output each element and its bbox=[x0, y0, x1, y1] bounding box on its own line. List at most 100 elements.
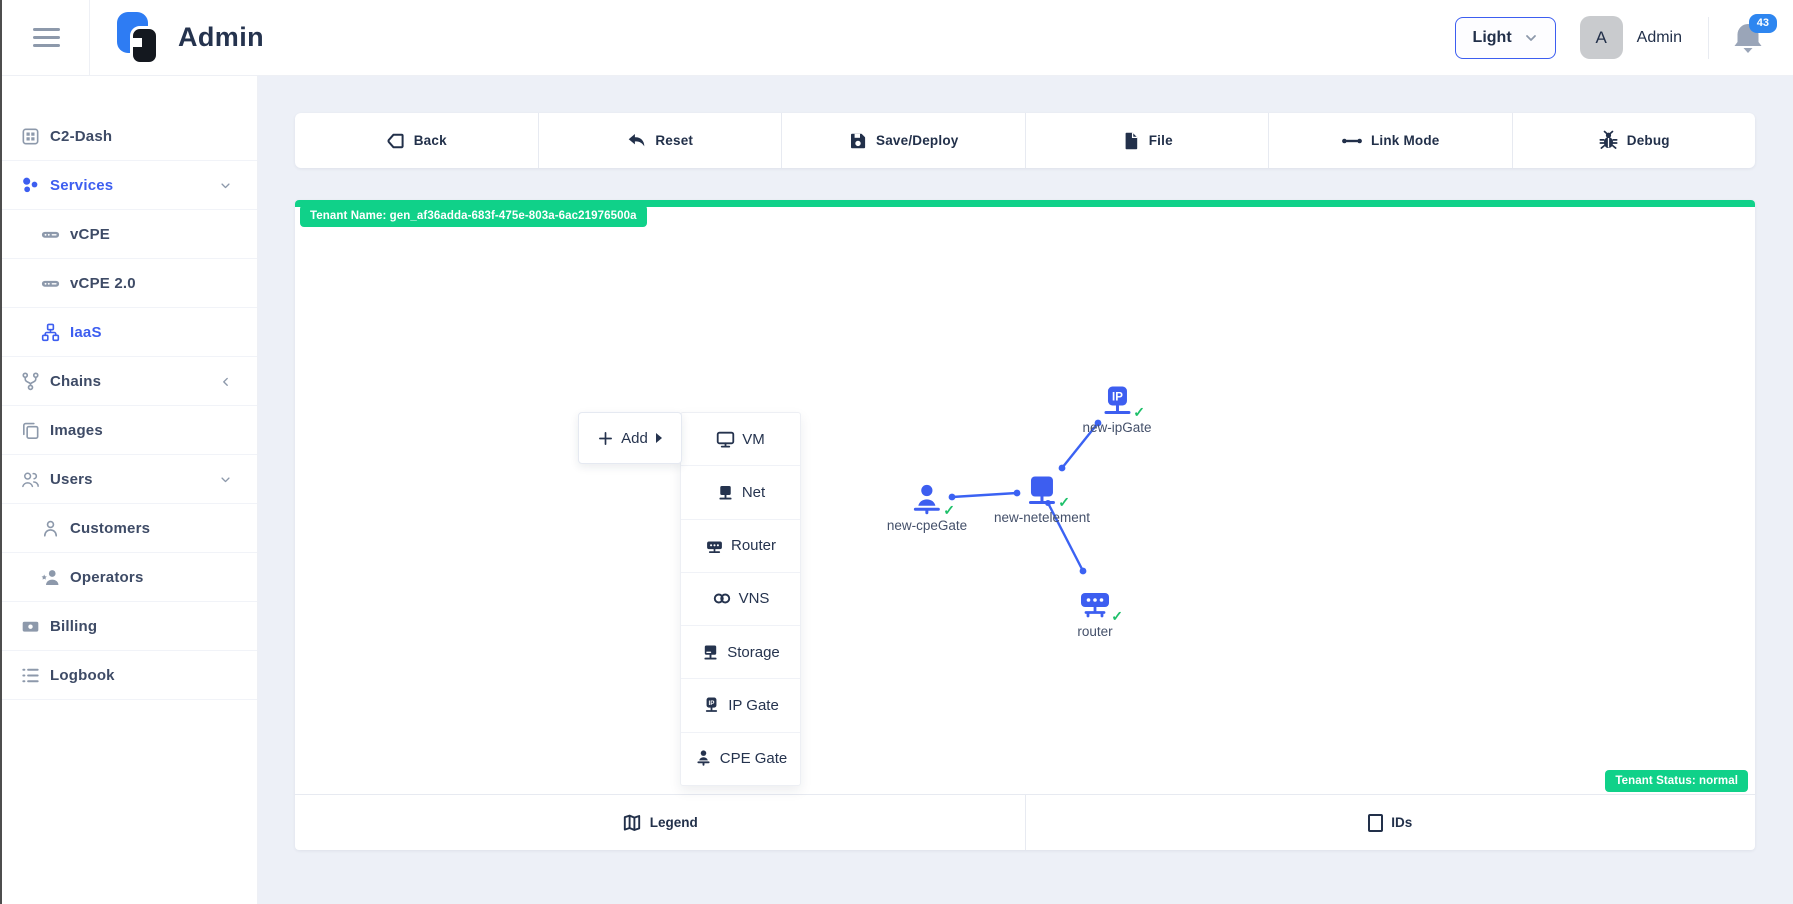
undo-icon bbox=[629, 133, 645, 146]
file-button[interactable]: File bbox=[1026, 113, 1269, 168]
sidebar-item-billing[interactable]: Billing bbox=[2, 602, 257, 651]
svg-text:IP: IP bbox=[709, 700, 715, 707]
person-icon bbox=[40, 518, 61, 539]
sidebar-item-images[interactable]: Images bbox=[2, 406, 257, 455]
sidebar-item-iaas[interactable]: IaaS bbox=[2, 308, 257, 357]
menu-item-cpe-gate[interactable]: CPE Gate bbox=[681, 733, 800, 785]
add-button[interactable]: Add bbox=[578, 412, 682, 464]
cpe-gate-icon: ✓ bbox=[908, 484, 955, 517]
tenant-status-badge: Tenant Status: normal bbox=[1605, 770, 1748, 792]
ids-checkbox[interactable] bbox=[1368, 813, 1384, 832]
sidebar-item-operators[interactable]: Operators bbox=[2, 553, 257, 602]
chevron-left-icon bbox=[218, 374, 233, 389]
theme-selector[interactable]: Light bbox=[1454, 16, 1556, 59]
chevron-down-icon bbox=[1525, 34, 1536, 41]
sidebar-item-users[interactable]: Users bbox=[2, 455, 257, 504]
link-dots-icon bbox=[1342, 138, 1362, 143]
notification-badge: 43 bbox=[1748, 13, 1777, 33]
rings-icon bbox=[713, 594, 730, 604]
status-ok-icon: ✓ bbox=[1133, 404, 1145, 420]
menu-item-router[interactable]: Router bbox=[681, 520, 800, 573]
net-terminal-icon: ✓ bbox=[1023, 476, 1070, 509]
ip-gate-icon: IP bbox=[706, 697, 718, 712]
header-divider bbox=[89, 0, 90, 75]
sidebar-item-c2-dash[interactable]: C2-Dash bbox=[2, 112, 257, 161]
notifications-button[interactable]: 43 bbox=[1731, 13, 1777, 57]
debug-button[interactable]: Debug bbox=[1513, 113, 1756, 168]
floppy-disk-icon bbox=[851, 133, 866, 148]
link-mode-button[interactable]: Link Mode bbox=[1269, 113, 1513, 168]
topology-canvas[interactable]: Tenant Name: gen_af36adda-683f-475e-803a… bbox=[295, 200, 1755, 850]
caret-right-icon bbox=[655, 433, 662, 443]
status-ok-icon: ✓ bbox=[1111, 608, 1123, 624]
node-netelement[interactable]: ✓ new-netelement bbox=[994, 476, 1090, 525]
copy-icon bbox=[20, 420, 41, 441]
topology-edges bbox=[948, 419, 1102, 575]
sidebar-item-chains[interactable]: Chains bbox=[2, 357, 257, 406]
node-cpegate[interactable]: ✓ new-cpeGate bbox=[887, 484, 967, 533]
page-title: Admin bbox=[178, 22, 264, 52]
add-menu: VM Net Router VNS Storage IP IP Gate bbox=[680, 412, 801, 786]
user-name: Admin bbox=[1636, 28, 1682, 46]
menu-item-net[interactable]: Net bbox=[681, 466, 800, 520]
node-label: router bbox=[1077, 624, 1113, 639]
hamburger-menu-icon[interactable] bbox=[33, 28, 60, 47]
ip-gate-icon: IP ✓ bbox=[1098, 386, 1145, 419]
banknote-icon bbox=[20, 616, 41, 637]
back-arrow-icon bbox=[387, 133, 404, 148]
list-icon bbox=[20, 665, 41, 686]
sidebar-item-logbook[interactable]: Logbook bbox=[2, 651, 257, 700]
menu-item-ip-gate[interactable]: IP IP Gate bbox=[681, 679, 800, 733]
ids-toggle[interactable]: IDs bbox=[1026, 795, 1756, 850]
main-content: Back Reset Save/Deploy File Link Mode De… bbox=[258, 75, 1793, 904]
status-ok-icon: ✓ bbox=[943, 502, 955, 518]
router-icon bbox=[707, 541, 722, 554]
svg-text:IP: IP bbox=[1112, 391, 1123, 403]
node-label: new-netelement bbox=[993, 510, 1091, 525]
chevron-down-icon bbox=[218, 178, 233, 193]
bug-icon bbox=[1599, 130, 1618, 149]
router-icon: ✓ bbox=[1076, 590, 1123, 623]
theme-selector-value: Light bbox=[1472, 28, 1512, 46]
plus-icon bbox=[599, 431, 613, 445]
net-terminal-icon bbox=[719, 485, 732, 500]
menu-item-vm[interactable]: VM bbox=[681, 413, 800, 467]
back-button[interactable]: Back bbox=[295, 113, 539, 168]
bubbles-icon bbox=[20, 175, 41, 196]
node-label: new-ipGate bbox=[1082, 420, 1152, 435]
node-label: new-cpeGate bbox=[886, 518, 968, 533]
storage-drive-icon bbox=[704, 645, 717, 660]
monitor-icon bbox=[717, 431, 735, 448]
cpe-gate-icon bbox=[697, 750, 710, 767]
people-icon bbox=[20, 469, 41, 490]
map-icon bbox=[623, 814, 640, 831]
header: Admin Light A Admin 43 bbox=[2, 0, 1793, 76]
sidebar: C2-Dash Services vCPE vCPE 2.0 IaaS Chai… bbox=[2, 75, 258, 904]
sidebar-item-services[interactable]: Services bbox=[2, 161, 257, 210]
tenant-name-badge: Tenant Name: gen_af36adda-683f-475e-803a… bbox=[300, 205, 647, 227]
router-pill-icon bbox=[40, 273, 61, 294]
legend-button[interactable]: Legend bbox=[295, 795, 1026, 850]
canvas-footer: Legend IDs bbox=[295, 794, 1755, 850]
tenant-status-bar bbox=[295, 200, 1755, 207]
save-deploy-button[interactable]: Save/Deploy bbox=[782, 113, 1026, 168]
node-ipgate[interactable]: IP ✓ new-ipGate bbox=[1082, 386, 1152, 435]
menu-item-storage[interactable]: Storage bbox=[681, 626, 800, 680]
sidebar-item-vcpe[interactable]: vCPE bbox=[2, 210, 257, 259]
chevron-down-icon bbox=[218, 472, 233, 487]
person-star-icon bbox=[40, 567, 61, 588]
node-router[interactable]: ✓ router bbox=[1076, 590, 1123, 639]
branch-icon bbox=[20, 371, 41, 392]
header-divider bbox=[1708, 16, 1709, 59]
sidebar-item-vcpe-2[interactable]: vCPE 2.0 bbox=[2, 259, 257, 308]
app-logo bbox=[117, 10, 161, 66]
document-icon bbox=[1125, 132, 1137, 149]
avatar[interactable]: A bbox=[1579, 16, 1623, 59]
menu-item-vns[interactable]: VNS bbox=[681, 573, 800, 627]
canvas-toolbar: Back Reset Save/Deploy File Link Mode De… bbox=[295, 113, 1755, 168]
sidebar-item-customers[interactable]: Customers bbox=[2, 504, 257, 553]
window-edge bbox=[0, 0, 2, 904]
dashboard-chip-icon bbox=[20, 126, 41, 147]
reset-button[interactable]: Reset bbox=[539, 113, 782, 168]
sitemap-icon bbox=[40, 322, 61, 343]
